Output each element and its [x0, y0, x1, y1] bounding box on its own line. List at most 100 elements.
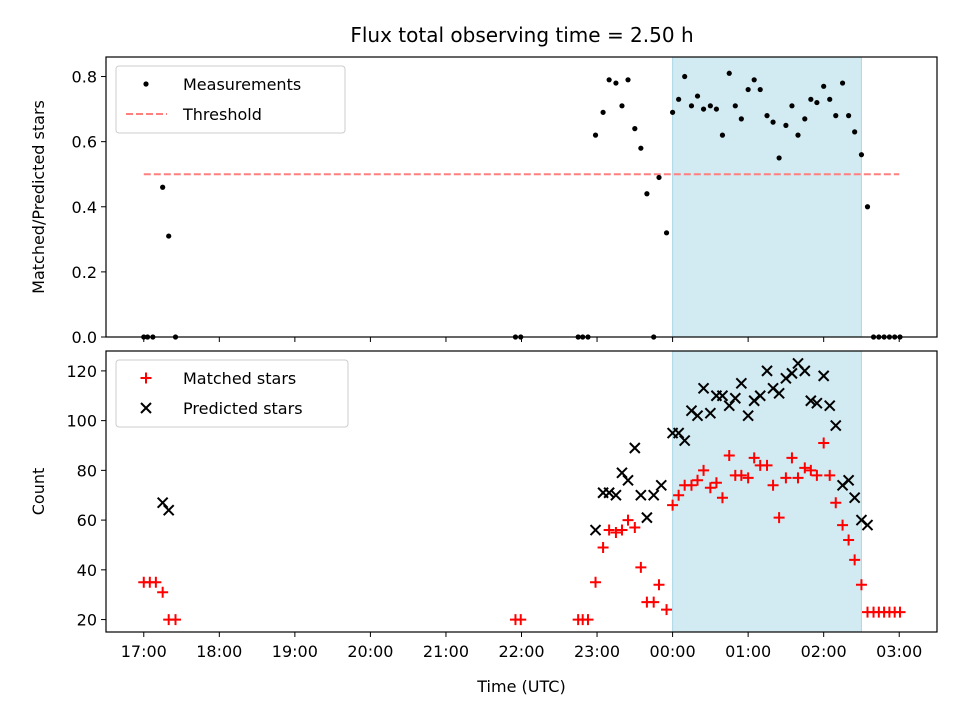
data-point	[685, 479, 697, 491]
data-point	[848, 492, 861, 504]
data-point	[770, 119, 776, 125]
x-tick-label: 03:00	[876, 642, 922, 661]
y-tick-label: 20	[77, 611, 97, 630]
data-point	[667, 499, 679, 511]
data-point	[160, 184, 166, 190]
data-point	[692, 474, 704, 486]
data-point	[849, 554, 861, 566]
data-point	[644, 191, 650, 197]
data-point	[629, 522, 641, 534]
data-point	[780, 472, 792, 484]
data-point	[616, 467, 628, 479]
data-point	[156, 496, 169, 509]
data-point	[707, 103, 713, 109]
data-point	[827, 96, 833, 102]
legend: Measurements Threshold	[115, 65, 346, 134]
data-point	[792, 472, 804, 484]
data-point	[600, 109, 606, 115]
data-point	[166, 233, 172, 239]
data-point	[641, 511, 653, 524]
data-point	[162, 504, 175, 516]
data-point	[619, 103, 625, 109]
series-matched-stars	[138, 437, 906, 626]
x-tick-label: 02:00	[801, 642, 847, 661]
top-panel: 0.0 0.2 0.4 0.6 0.8 Matched/Predicted stars Me…	[29, 56, 938, 347]
data-point	[805, 464, 817, 476]
data-point	[839, 80, 846, 86]
data-point	[676, 96, 682, 102]
data-point	[761, 365, 773, 377]
y-tick-label: 120	[66, 362, 97, 381]
x-tick-label: 22:00	[498, 642, 544, 661]
data-point	[773, 512, 785, 524]
data-point	[861, 519, 874, 531]
data-point	[783, 122, 789, 128]
data-point	[767, 479, 779, 491]
data-point	[723, 400, 735, 412]
data-point	[625, 77, 631, 83]
data-point	[761, 459, 773, 471]
data-point	[742, 409, 754, 422]
data-point	[656, 174, 662, 181]
data-point	[742, 472, 754, 484]
legend-box	[115, 65, 346, 134]
y-tick-label: 80	[77, 461, 97, 480]
data-point	[719, 132, 726, 138]
data-point	[789, 103, 795, 109]
data-point	[713, 106, 720, 112]
x-tick-label: 23:00	[574, 642, 620, 661]
legend: Matched stars Predicted stars	[115, 359, 349, 428]
data-point	[795, 132, 801, 138]
y-axis-label: Matched/Predicted stars	[29, 100, 48, 294]
data-point	[655, 479, 667, 491]
legend-entry-label: Matched stars	[183, 369, 296, 388]
data-point	[629, 442, 641, 454]
x-tick-label: 01:00	[725, 642, 771, 661]
data-point	[833, 113, 839, 119]
data-point	[843, 534, 855, 546]
data-point	[773, 387, 785, 399]
data-point	[745, 86, 751, 93]
data-point	[716, 492, 728, 504]
data-point	[830, 497, 842, 509]
data-point	[622, 474, 634, 487]
data-point	[846, 113, 852, 119]
data-point	[808, 96, 814, 102]
y-tick-label: 0.0	[72, 328, 97, 347]
data-point	[716, 390, 729, 402]
data-point	[590, 576, 602, 588]
data-point	[802, 116, 808, 122]
data-point	[669, 109, 676, 115]
data-point	[824, 469, 836, 481]
data-point	[811, 469, 823, 481]
data-point	[603, 524, 615, 536]
data-point	[663, 230, 670, 236]
data-point	[735, 377, 748, 390]
data-point	[635, 489, 647, 501]
shaded-span	[672, 350, 862, 633]
data-point	[582, 614, 594, 626]
data-point	[786, 367, 798, 380]
data-point	[811, 397, 823, 409]
data-point	[638, 145, 644, 151]
data-point	[697, 382, 710, 395]
data-point	[691, 409, 704, 422]
legend-entry-label: Threshold	[182, 105, 262, 124]
data-point	[589, 524, 602, 536]
data-point	[732, 103, 738, 109]
data-point	[842, 474, 855, 487]
data-point	[858, 152, 865, 158]
data-point	[661, 604, 673, 616]
data-point	[694, 93, 701, 99]
data-point	[817, 370, 830, 382]
data-point	[726, 70, 732, 76]
y-tick-label: 0.2	[72, 263, 97, 282]
data-point	[150, 576, 162, 588]
data-point	[729, 392, 742, 404]
data-point	[515, 614, 527, 626]
y-tick-label: 100	[66, 412, 97, 431]
x-tick-label: 18:00	[196, 642, 242, 661]
data-point	[723, 449, 735, 461]
